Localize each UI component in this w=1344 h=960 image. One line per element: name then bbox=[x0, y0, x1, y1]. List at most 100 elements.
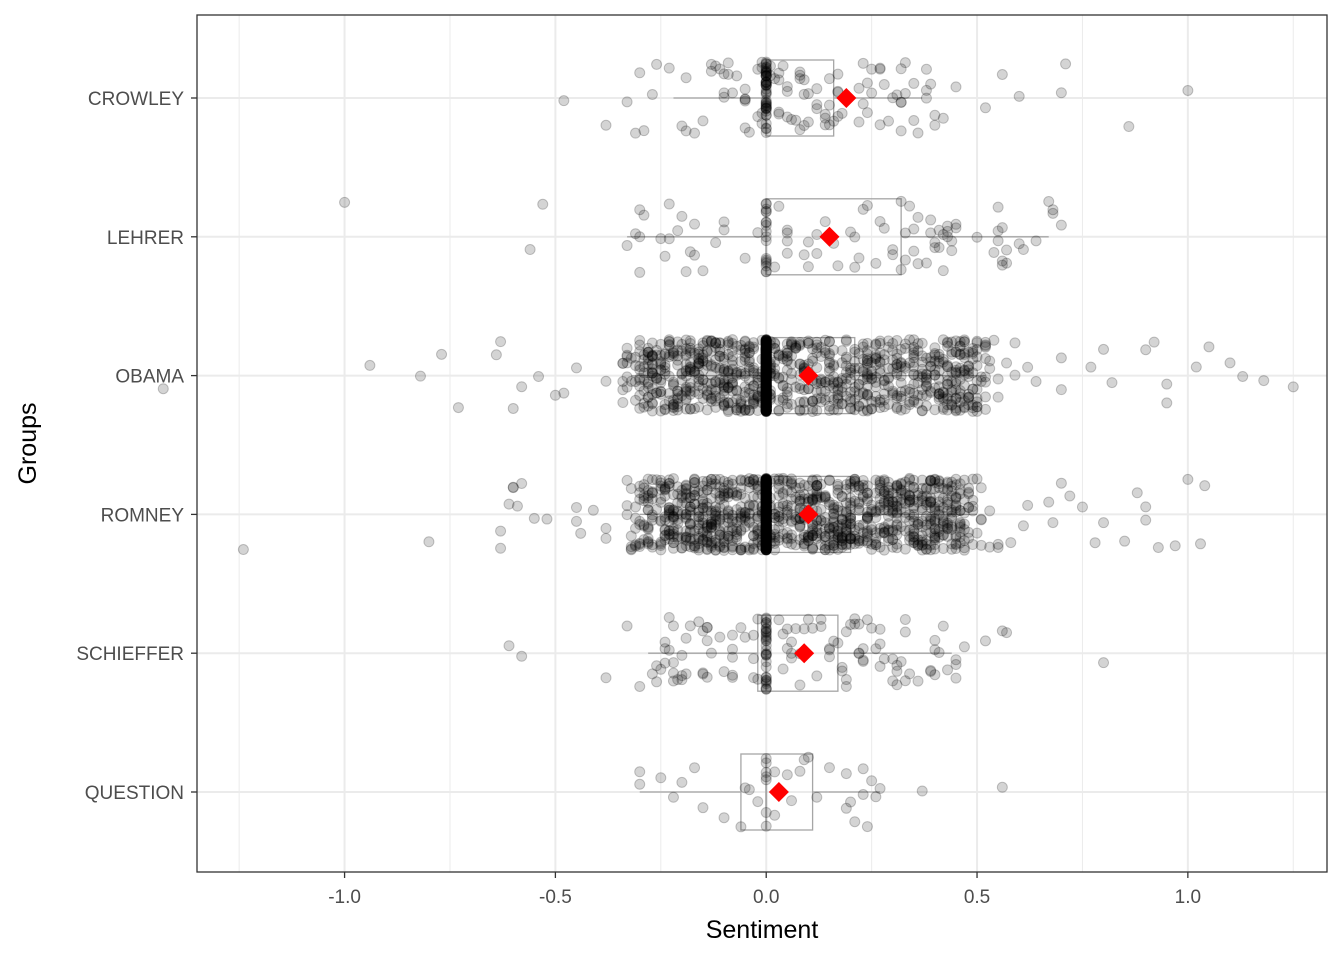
data-point bbox=[874, 63, 886, 75]
data-point bbox=[958, 365, 970, 377]
data-point bbox=[760, 399, 772, 411]
data-point bbox=[760, 254, 772, 266]
data-point bbox=[693, 356, 705, 368]
data-point bbox=[794, 765, 806, 777]
data-point bbox=[722, 349, 734, 361]
data-point bbox=[929, 513, 941, 525]
data-point bbox=[823, 391, 835, 403]
data-point bbox=[764, 530, 776, 542]
data-point bbox=[895, 264, 907, 276]
data-point bbox=[760, 65, 772, 77]
data-point bbox=[861, 355, 873, 367]
data-point bbox=[655, 338, 667, 350]
data-point bbox=[760, 334, 772, 346]
data-point bbox=[895, 656, 907, 668]
data-point bbox=[760, 109, 772, 121]
data-point bbox=[760, 388, 772, 400]
data-point bbox=[680, 72, 692, 84]
data-point bbox=[511, 500, 523, 512]
data-point bbox=[836, 107, 848, 119]
data-point bbox=[676, 670, 688, 682]
data-point bbox=[752, 405, 764, 417]
data-point bbox=[874, 215, 886, 227]
data-point bbox=[672, 398, 684, 410]
data-point bbox=[516, 650, 528, 662]
data-point bbox=[672, 385, 684, 397]
data-point bbox=[752, 796, 764, 808]
data-point bbox=[760, 367, 772, 379]
data-point bbox=[490, 349, 502, 361]
data-point bbox=[680, 487, 692, 499]
data-point bbox=[663, 62, 675, 74]
data-point bbox=[954, 404, 966, 416]
data-point bbox=[760, 383, 772, 395]
data-point bbox=[760, 105, 772, 117]
data-point bbox=[735, 405, 747, 417]
data-point bbox=[760, 385, 772, 397]
data-point bbox=[760, 342, 772, 354]
data-point bbox=[908, 334, 920, 346]
data-point bbox=[929, 242, 941, 254]
data-point bbox=[828, 404, 840, 416]
data-point bbox=[735, 397, 747, 409]
data-point bbox=[819, 491, 831, 503]
data-point bbox=[701, 345, 713, 357]
data-point bbox=[760, 382, 772, 394]
data-point bbox=[819, 334, 831, 346]
data-point bbox=[832, 68, 844, 80]
data-point bbox=[811, 670, 823, 682]
data-point bbox=[849, 404, 861, 416]
data-point bbox=[1182, 473, 1194, 485]
data-point bbox=[899, 57, 911, 69]
data-point bbox=[570, 515, 582, 527]
data-point bbox=[840, 353, 852, 365]
data-point bbox=[781, 247, 793, 259]
data-point bbox=[726, 359, 738, 371]
data-point bbox=[946, 348, 958, 360]
data-point bbox=[760, 774, 772, 786]
data-point bbox=[857, 366, 869, 378]
data-point bbox=[600, 672, 612, 684]
data-point bbox=[760, 480, 772, 492]
data-point bbox=[828, 360, 840, 372]
data-point bbox=[874, 62, 886, 74]
data-point bbox=[895, 487, 907, 499]
data-point bbox=[958, 474, 970, 486]
data-point bbox=[760, 366, 772, 378]
data-point bbox=[701, 536, 713, 548]
data-point bbox=[895, 125, 907, 137]
data-point bbox=[967, 347, 979, 359]
data-point bbox=[760, 360, 772, 372]
data-point bbox=[794, 489, 806, 501]
box-iqr bbox=[740, 753, 814, 831]
data-point bbox=[954, 374, 966, 386]
data-point bbox=[790, 341, 802, 353]
data-point bbox=[963, 388, 975, 400]
data-point bbox=[916, 356, 928, 368]
data-point bbox=[925, 78, 937, 90]
data-point bbox=[760, 402, 772, 414]
data-point bbox=[760, 387, 772, 399]
data-point bbox=[925, 360, 937, 372]
data-point bbox=[701, 385, 713, 397]
data-point bbox=[781, 235, 793, 247]
x-tick-label: -0.5 bbox=[539, 887, 572, 908]
data-point bbox=[811, 103, 823, 115]
data-point bbox=[507, 481, 519, 493]
data-point bbox=[634, 67, 646, 79]
data-point bbox=[731, 504, 743, 516]
data-point bbox=[878, 544, 890, 556]
data-point bbox=[655, 364, 667, 376]
data-point bbox=[849, 346, 861, 358]
data-point bbox=[1001, 257, 1013, 269]
data-point bbox=[996, 259, 1008, 271]
data-point bbox=[786, 113, 798, 125]
data-point bbox=[802, 337, 814, 349]
data-point bbox=[828, 382, 840, 394]
data-point bbox=[895, 343, 907, 355]
data-point bbox=[773, 200, 785, 212]
data-point bbox=[718, 377, 730, 389]
data-point bbox=[756, 117, 768, 129]
data-point bbox=[920, 390, 932, 402]
data-point bbox=[950, 364, 962, 376]
